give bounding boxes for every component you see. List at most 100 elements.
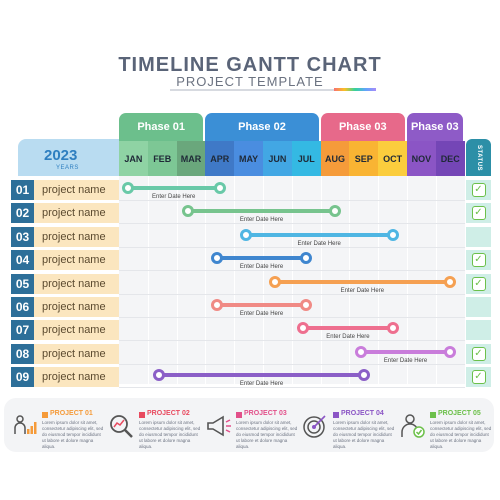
legend-item: PROJECT 03 Lorem ipsum dolor sit amet, co… xyxy=(204,406,302,449)
month-header: AUG xyxy=(320,141,350,176)
timeline-endpoint xyxy=(268,275,281,288)
status-header: STATUS xyxy=(466,139,491,176)
legend-title: PROJECT 02 xyxy=(147,410,190,417)
timeline-endpoint xyxy=(300,299,313,311)
timeline-endpoint xyxy=(357,369,370,382)
checkmark-icon: ✓ xyxy=(471,370,486,385)
month-header: SEP xyxy=(349,141,379,176)
month-header: FEB xyxy=(147,141,177,176)
legend-title: PROJECT 05 xyxy=(438,410,481,417)
timeline-bar xyxy=(303,326,393,331)
row-number: 07 xyxy=(11,320,34,341)
row-number: 04 xyxy=(11,250,34,271)
timeline-endpoint xyxy=(386,322,399,335)
project-name: project name xyxy=(34,180,119,200)
chart-subtitle: PROJECT TEMPLATE xyxy=(176,74,324,89)
grid-column-line xyxy=(205,176,207,384)
row-number: 01 xyxy=(11,180,34,200)
legend-description: Lorem ipsum dolor sit amet, consectetur … xyxy=(236,420,298,449)
month-header: MAR xyxy=(176,141,206,176)
month-header: MAY xyxy=(234,141,263,176)
project-name: project name xyxy=(34,203,119,224)
megaphone-icon xyxy=(204,412,232,440)
legend-item: PROJECT 05 Lorem ipsum dolor sit amet, co… xyxy=(398,406,496,449)
timeline-endpoint xyxy=(297,322,310,335)
title-accent xyxy=(334,88,376,91)
legend-color-swatch xyxy=(139,412,145,418)
person-check-icon xyxy=(398,412,426,440)
growth-chart-icon xyxy=(10,412,38,440)
row-number: 05 xyxy=(11,273,34,294)
row-separator xyxy=(119,340,465,342)
legend-description: Lorem ipsum dolor sit amet, consectetur … xyxy=(430,420,492,449)
legend-color-swatch xyxy=(42,412,48,418)
date-label: Enter Date Here xyxy=(239,311,284,317)
year-box xyxy=(18,139,119,176)
chart-title: TIMELINE GANTT CHART xyxy=(118,54,382,76)
month-header: OCT xyxy=(378,141,407,176)
legend-description: Lorem ipsum dolor sit amet, consectetur … xyxy=(42,420,104,449)
timeline-endpoint xyxy=(444,275,457,288)
timeline-bar xyxy=(216,303,307,307)
project-name: project name xyxy=(34,343,119,364)
row-separator xyxy=(119,200,465,201)
timeline-endpoint xyxy=(239,228,252,241)
grid-column-line xyxy=(234,176,236,384)
legend-title: PROJECT 01 xyxy=(50,410,93,417)
row-number: 09 xyxy=(11,367,34,388)
timeline-bar xyxy=(216,256,307,261)
date-label: Enter Date Here xyxy=(239,217,284,224)
checkmark-icon: ✓ xyxy=(471,253,486,268)
row-separator xyxy=(119,246,465,248)
timeline-bar xyxy=(274,279,451,284)
row-number: 03 xyxy=(11,226,34,247)
status-cell xyxy=(466,320,491,341)
checkmark-icon: ✓ xyxy=(471,206,486,221)
project-name: project name xyxy=(34,297,119,317)
timeline-bar xyxy=(245,232,393,237)
date-label: Enter Date Here xyxy=(297,240,341,247)
timeline-bar xyxy=(127,186,220,190)
year-number: 2023 xyxy=(44,147,78,164)
row-separator xyxy=(119,293,465,295)
project-name: project name xyxy=(34,250,119,271)
timeline-endpoint xyxy=(300,252,313,265)
year-label: YEARS xyxy=(56,165,79,171)
title-rule xyxy=(170,89,376,91)
phase-header: Phase 03 xyxy=(320,113,405,141)
magnifier-chart-icon xyxy=(107,412,135,440)
status-cell xyxy=(466,226,491,247)
project-name: project name xyxy=(34,367,119,388)
project-name: project name xyxy=(34,226,119,247)
status-cell xyxy=(466,297,491,317)
date-label: Enter Date Here xyxy=(239,264,284,271)
legend-title: PROJECT 03 xyxy=(244,410,287,417)
month-header: APR xyxy=(205,141,235,176)
date-label: Enter Date Here xyxy=(383,357,428,364)
checkmark-icon: ✓ xyxy=(471,276,486,291)
month-header: JAN xyxy=(119,141,148,176)
date-label: Enter Date Here xyxy=(340,287,385,294)
legend-color-swatch xyxy=(430,412,436,418)
timeline-bar xyxy=(159,373,364,378)
timeline-endpoint xyxy=(354,345,367,358)
legend-description: Lorem ipsum dolor sit amet, consectetur … xyxy=(333,420,395,449)
timeline-bar xyxy=(360,349,451,354)
checkmark-icon: ✓ xyxy=(471,183,486,197)
row-separator xyxy=(119,270,465,272)
date-label: Enter Date Here xyxy=(239,381,284,388)
legend-description: Lorem ipsum dolor sit amet, consectetur … xyxy=(139,420,201,449)
row-separator xyxy=(119,387,465,389)
timeline-endpoint xyxy=(386,228,399,241)
timeline-endpoint xyxy=(210,252,223,265)
legend-title: PROJECT 04 xyxy=(341,410,384,417)
row-number: 02 xyxy=(11,203,34,224)
phase-header: Phase 02 xyxy=(205,113,319,141)
project-name: project name xyxy=(34,320,119,341)
timeline-endpoint xyxy=(182,205,195,218)
timeline-endpoint xyxy=(329,205,341,218)
legend-item: PROJECT 02 Lorem ipsum dolor sit amet, co… xyxy=(107,406,205,449)
month-header: JUL xyxy=(291,141,321,176)
legend-item: PROJECT 01 Lorem ipsum dolor sit amet, co… xyxy=(10,406,108,449)
timeline-endpoint xyxy=(210,299,223,311)
